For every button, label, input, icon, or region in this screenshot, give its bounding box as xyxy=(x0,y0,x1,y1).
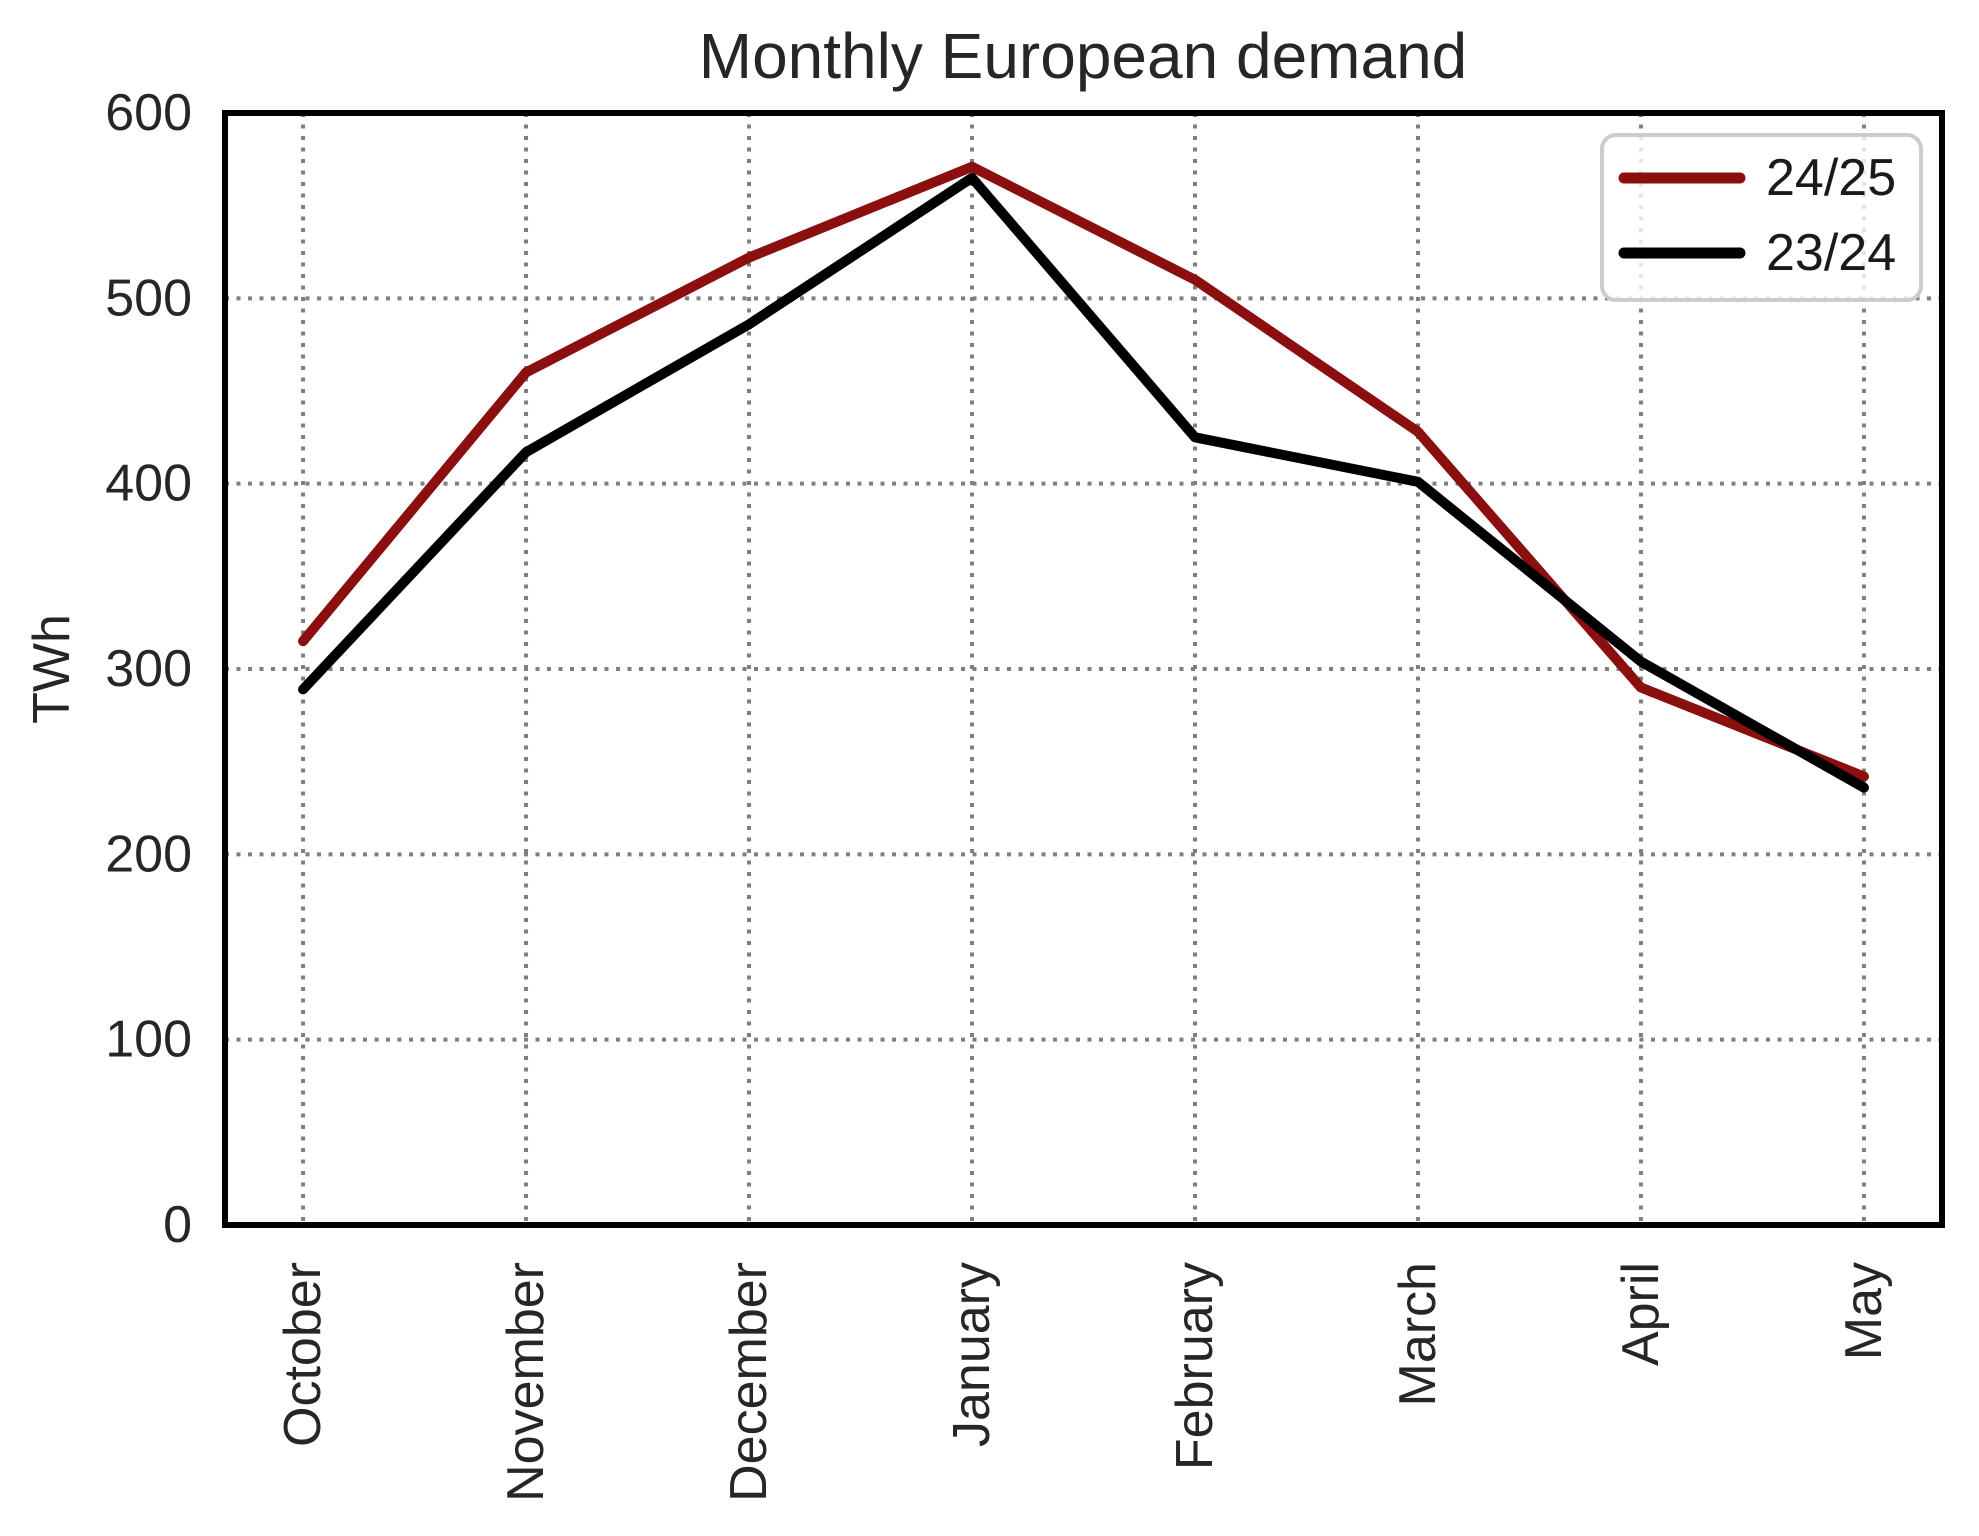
y-tick-label: 400 xyxy=(105,455,192,513)
legend: 24/25 23/24 xyxy=(1600,133,1923,302)
series-line-23-24 xyxy=(298,172,1869,793)
series-lines xyxy=(298,161,1869,793)
y-tick-label: 500 xyxy=(105,269,192,327)
x-tick-label: February xyxy=(1166,1262,1224,1470)
x-tick-label: January xyxy=(943,1262,1001,1447)
x-tick-label: December xyxy=(720,1262,778,1502)
plot-frame xyxy=(222,110,1945,1228)
y-tick-label: 300 xyxy=(105,640,192,698)
chart-title: Monthly European demand xyxy=(699,20,1468,92)
x-tick-label: April xyxy=(1612,1262,1670,1366)
y-axis-label: TWh xyxy=(23,614,81,724)
y-tick-label: 600 xyxy=(105,84,192,142)
x-tick-label: November xyxy=(497,1262,555,1502)
y-tick-labels: 0 100 200 300 400 500 600 xyxy=(105,84,192,1254)
x-tick-label: May xyxy=(1835,1262,1893,1360)
x-tick-label: October xyxy=(274,1262,332,1447)
x-tick-labels: October November December January February Ma… xyxy=(274,1262,1893,1502)
legend-label-23-24: 23/24 xyxy=(1766,224,1896,282)
y-tick-label: 0 xyxy=(163,1196,192,1254)
y-tick-label: 100 xyxy=(105,1011,192,1069)
y-tick-label: 200 xyxy=(105,825,192,883)
x-tick-label: March xyxy=(1389,1262,1447,1406)
series-line-24-25 xyxy=(298,161,1869,782)
legend-label-24-25: 24/25 xyxy=(1766,149,1896,207)
